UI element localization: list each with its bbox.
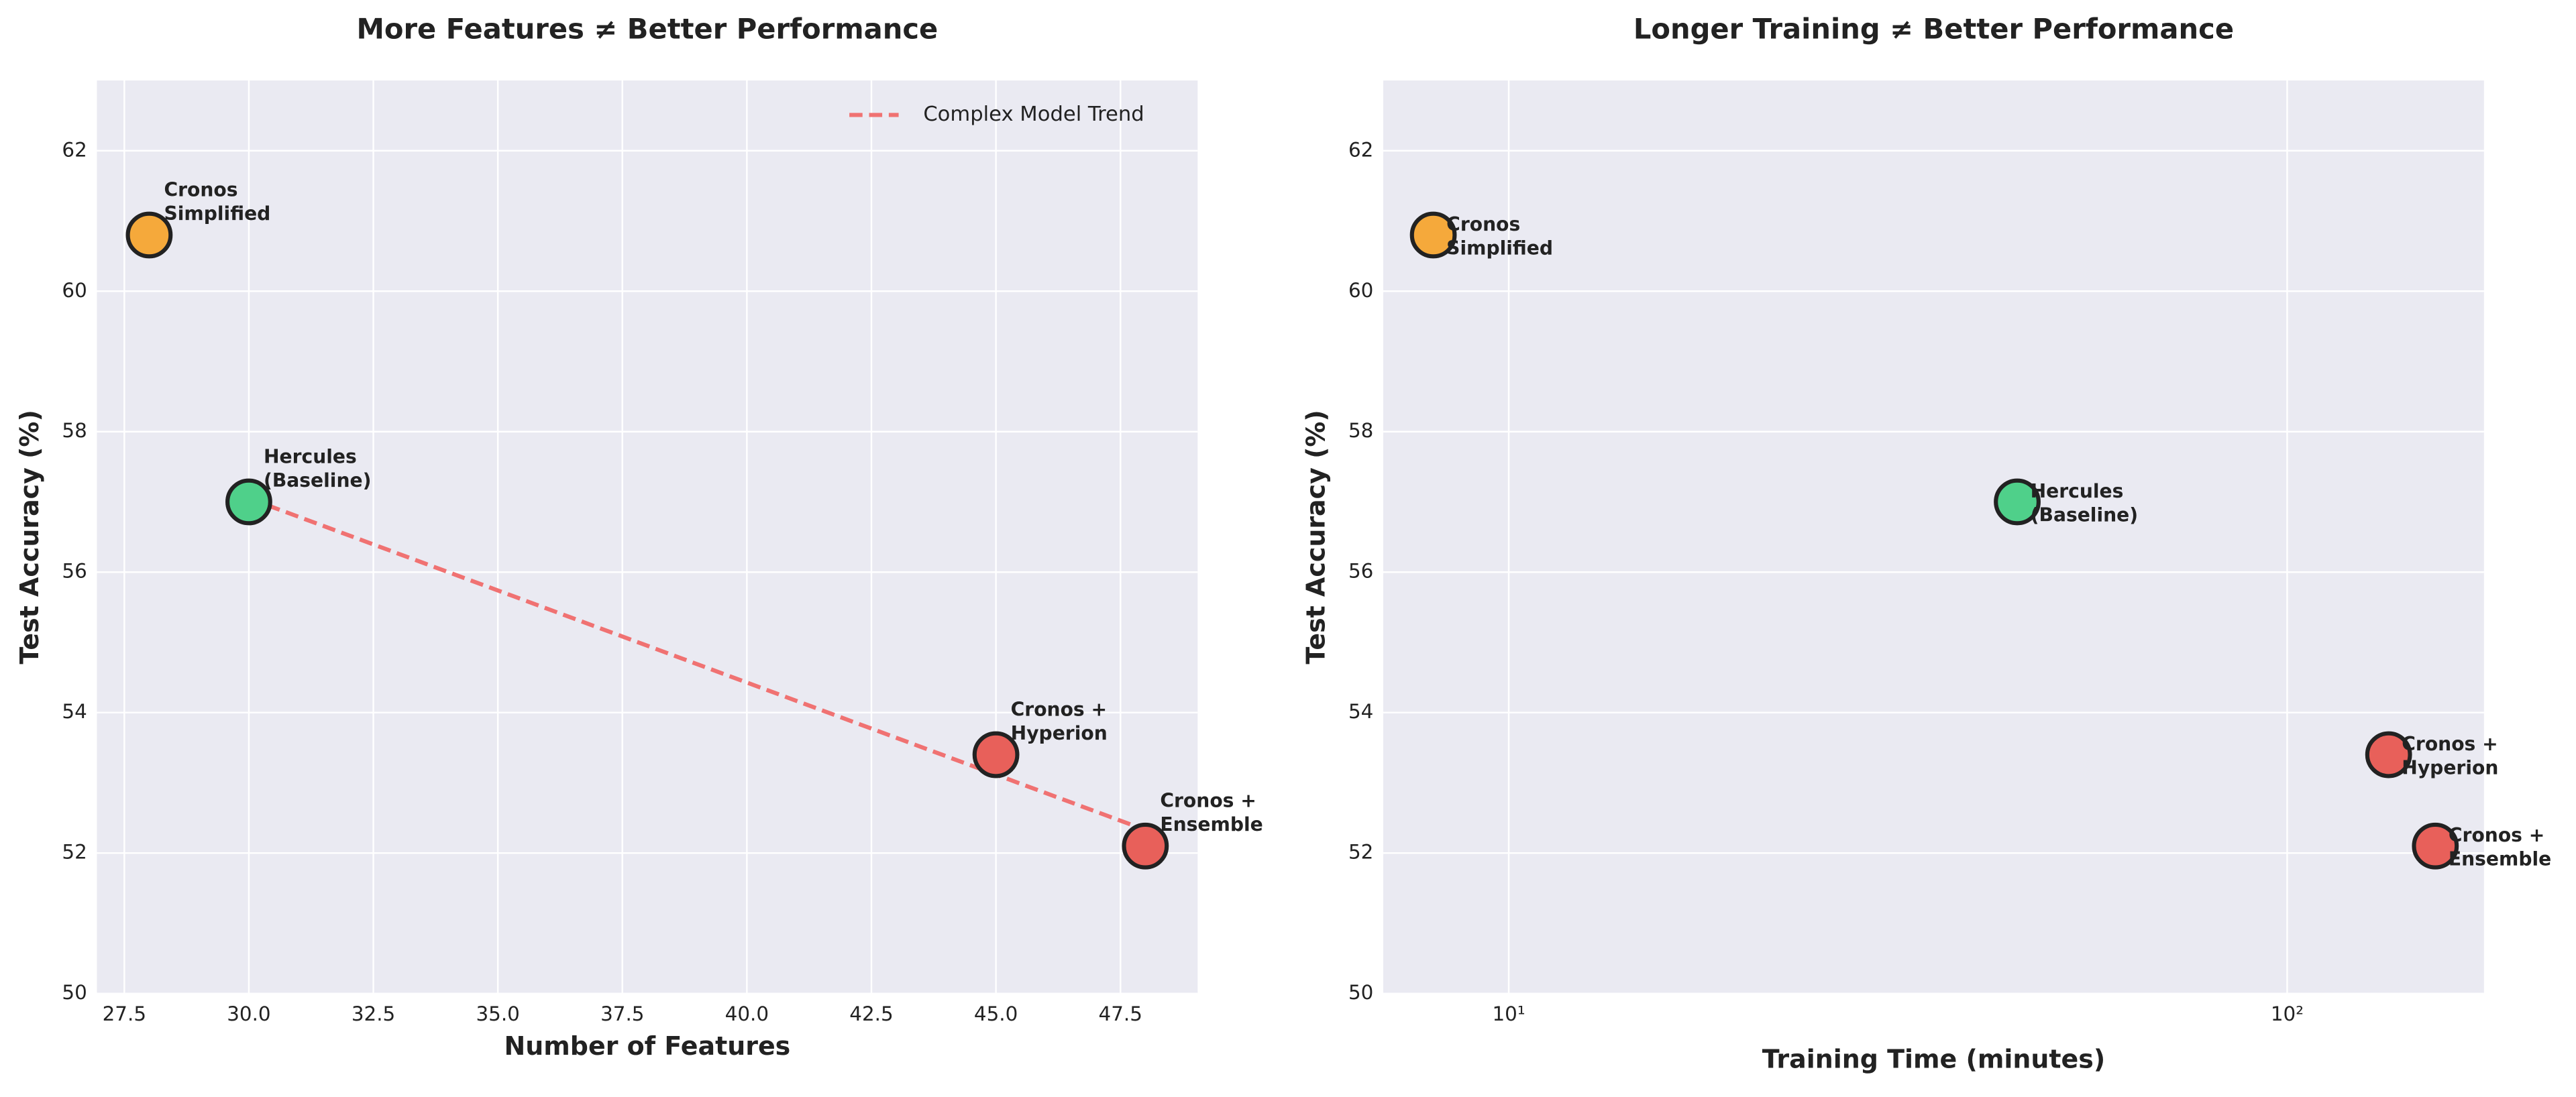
x-axis-label: Training Time (minutes) — [1762, 1045, 2105, 1074]
point-label: Simplified — [1446, 237, 1553, 259]
chart-title: Longer Training ≠ Better Performance — [1633, 13, 2234, 46]
point-label: Cronos + — [2449, 824, 2544, 846]
y-tick-label: 58 — [62, 419, 87, 442]
point-label: Hyperion — [2402, 756, 2498, 778]
y-tick-label: 58 — [1348, 419, 1373, 442]
x-tick-label: 27.5 — [103, 1002, 146, 1025]
point-label: (Baseline) — [264, 469, 372, 492]
panel: Longer Training ≠ Better Performance Trai… — [1301, 13, 2552, 1074]
x-tick-label: 45.0 — [974, 1002, 1018, 1025]
x-axis-label: Number of Features — [504, 1031, 791, 1061]
y-tick-label: 52 — [1348, 841, 1373, 864]
point-label: Cronos — [1446, 213, 1520, 235]
point — [225, 478, 272, 526]
legend-label: Complex Model Trend — [923, 103, 1144, 126]
x-tick-label: 10¹ — [1492, 1002, 1525, 1025]
y-axis-label: Test Accuracy (%) — [15, 410, 44, 664]
point-label: Hyperion — [1011, 722, 1108, 744]
y-tick-label: 62 — [1348, 138, 1373, 161]
x-tick-label: 40.0 — [725, 1002, 769, 1025]
y-tick-label: 60 — [62, 279, 87, 302]
y-tick-label: 52 — [62, 841, 87, 864]
x-tick-label: 32.5 — [352, 1002, 395, 1025]
point-label: Ensemble — [2449, 848, 2551, 870]
y-tick-label: 56 — [62, 560, 87, 583]
y-tick-label: 60 — [1348, 279, 1373, 302]
plot-area — [1383, 80, 2484, 994]
point-label: Ensemble — [1160, 813, 1263, 835]
y-tick-label: 56 — [1348, 560, 1373, 583]
x-tick-label: 42.5 — [849, 1002, 893, 1025]
point-label: (Baseline) — [2031, 504, 2139, 526]
y-tick-label: 62 — [62, 138, 87, 161]
x-tick-label: 47.5 — [1099, 1002, 1142, 1025]
x-tick-label: 37.5 — [600, 1002, 644, 1025]
point-label: Cronos + — [2402, 733, 2498, 755]
y-tick-label: 54 — [1348, 700, 1373, 723]
x-tick-label: 30.0 — [227, 1002, 270, 1025]
point — [1409, 211, 1457, 259]
panel: More Features ≠ Better Performance Number… — [15, 13, 1263, 1061]
y-tick-label: 50 — [1348, 981, 1373, 1004]
point — [972, 731, 1020, 778]
x-tick-label: 35.0 — [476, 1002, 519, 1025]
plot-area — [97, 80, 1198, 994]
point-label: Simplified — [164, 203, 270, 225]
point-label: Cronos + — [1160, 790, 1256, 812]
point — [2365, 731, 2412, 778]
x-tick-label: 10² — [2271, 1002, 2304, 1025]
point-label: Cronos — [164, 178, 237, 200]
y-axis-label: Test Accuracy (%) — [1301, 410, 1331, 664]
point-label: Cronos + — [1011, 698, 1107, 720]
point-label: Hercules — [2031, 480, 2124, 502]
point — [1994, 478, 2041, 526]
y-tick-label: 54 — [62, 700, 87, 723]
y-tick-label: 50 — [62, 981, 87, 1004]
point — [2412, 822, 2459, 870]
point — [1122, 822, 1169, 870]
point — [125, 211, 173, 259]
point-label: Hercules — [264, 445, 357, 467]
chart-title: More Features ≠ Better Performance — [357, 13, 938, 46]
